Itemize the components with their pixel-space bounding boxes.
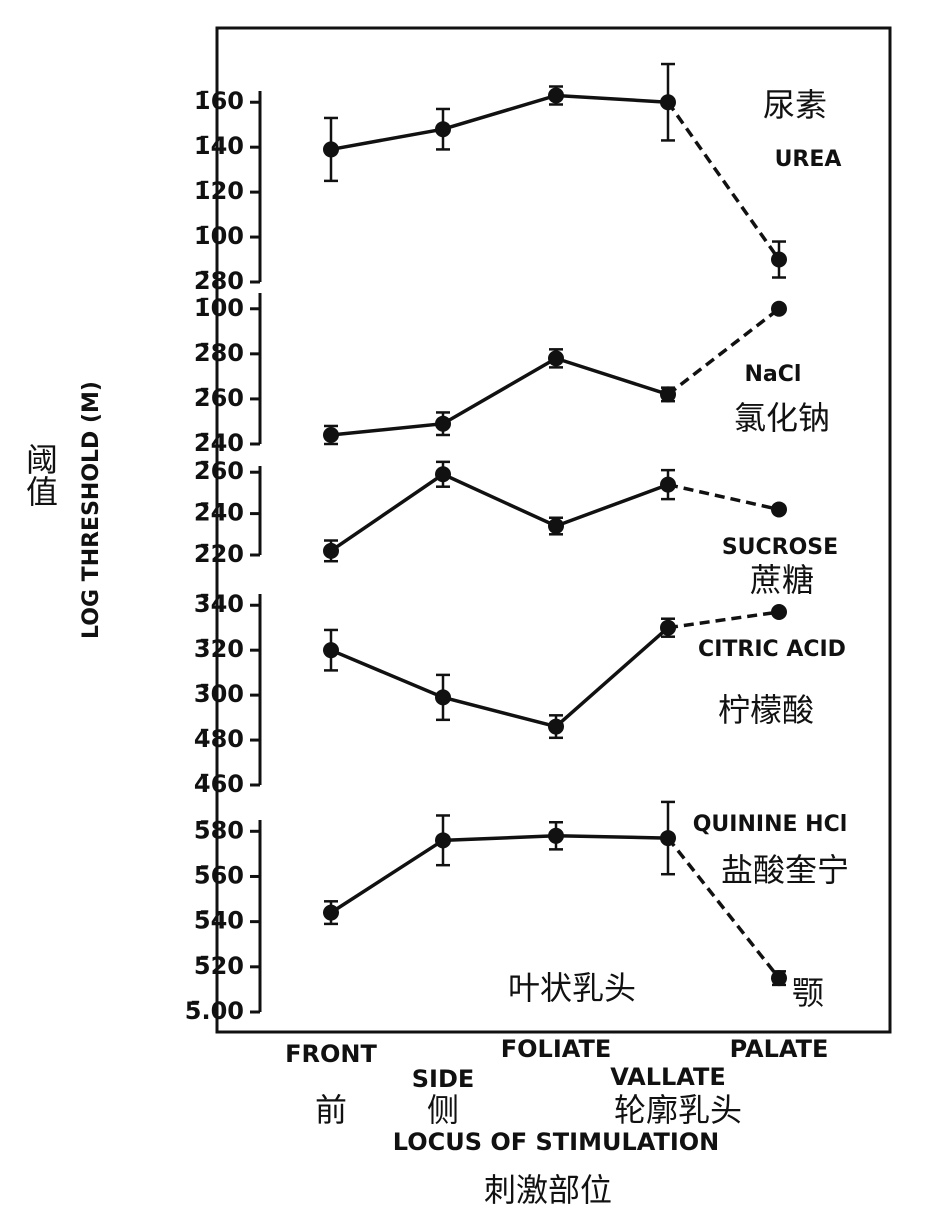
point [660, 94, 676, 111]
x-tick-label-zh: 侧 [427, 1091, 459, 1129]
point [771, 970, 787, 987]
point [660, 386, 676, 403]
point [548, 350, 564, 367]
y-tick-label: 5̄40 [194, 907, 244, 935]
series-label-zh: 盐酸奎宁 [721, 851, 849, 889]
y-tick-label: 2̄40 [194, 499, 244, 527]
y-tick-label: 2̄60 [194, 457, 244, 485]
y-axis-label: LOG THRESHOLD (M) [79, 381, 104, 639]
y-tick-label: 5̄60 [194, 861, 244, 889]
point [435, 466, 451, 483]
point [771, 300, 787, 317]
y-tick-label: 2̄60 [194, 384, 244, 412]
point [771, 501, 787, 518]
x-tick-label: SIDE [412, 1065, 475, 1093]
y-tick-label: 5̄80 [194, 816, 244, 844]
series-line-dashed [666, 101, 781, 261]
y-tick-label: 1̄00 [194, 294, 244, 322]
y-tick-label: 1̄00 [194, 222, 244, 250]
point [771, 251, 787, 268]
y-tick-label: 2̄20 [194, 540, 244, 568]
point [435, 121, 451, 138]
y-tick-label: 1̄60 [194, 87, 244, 115]
plot-frame [215, 26, 892, 1034]
y-tick-label: 2̄40 [194, 429, 244, 457]
series-label: NaCl [745, 362, 802, 387]
series-line-dashed [666, 836, 781, 980]
point [323, 426, 339, 443]
point [660, 476, 676, 493]
point [323, 642, 339, 659]
series-line [330, 356, 669, 437]
series-label: QUININE HCl [693, 812, 848, 837]
series-label-zh: 氯化钠 [734, 399, 830, 437]
y-tick-label: 3̄40 [194, 590, 244, 618]
series-label-zh: 尿素 [763, 86, 827, 124]
y-tick-label: 1̄40 [194, 132, 244, 160]
series-line [330, 834, 669, 915]
point [323, 904, 339, 921]
y-tick-label: 5̄.00 [185, 997, 244, 1025]
x-tick-label-zh: 前 [315, 1091, 347, 1129]
y-tick-label: 1̄20 [194, 177, 244, 205]
series-label-zh: 蔗糖 [750, 561, 814, 599]
point [435, 415, 451, 432]
series-label: UREA [775, 147, 842, 172]
point [548, 827, 564, 844]
series-line [330, 472, 669, 553]
series-line [330, 93, 669, 152]
x-tick-label-zh: 叶状乳头 [508, 969, 636, 1007]
point [435, 689, 451, 706]
point [548, 718, 564, 735]
y-tick-label: 2̄80 [194, 339, 244, 367]
x-tick-label: FOLIATE [501, 1035, 612, 1063]
x-axis-label-zh: 刺激部位 [484, 1171, 612, 1209]
series-label-zh: 柠檬酸 [718, 691, 814, 729]
series-line-dashed [667, 610, 780, 630]
x-tick-label: FRONT [285, 1040, 377, 1068]
point [323, 542, 339, 559]
point [548, 87, 564, 104]
x-tick-label-zh: 轮廓乳头 [614, 1091, 742, 1129]
point [771, 603, 787, 620]
point [435, 832, 451, 849]
y-tick-label: 5̄20 [194, 952, 244, 980]
series-line-dashed [666, 307, 781, 396]
y-tick-label: 3̄00 [194, 680, 244, 708]
y-tick-label: 4̄60 [194, 770, 244, 798]
point [548, 518, 564, 535]
series-line-dashed [667, 482, 780, 512]
y-axis-label-zh: 阈值 [21, 443, 59, 507]
x-axis-label: LOCUS OF STIMULATION [393, 1128, 719, 1156]
x-tick-label: VALLATE [610, 1063, 726, 1091]
x-tick-label: PALATE [730, 1035, 829, 1063]
series-label: SUCROSE [722, 535, 838, 560]
y-tick-label: 4̄80 [194, 725, 244, 753]
point [660, 619, 676, 636]
y-tick-label: 3̄20 [194, 635, 244, 663]
point [660, 830, 676, 847]
point [323, 141, 339, 158]
series-label: CITRIC ACID [698, 637, 846, 662]
x-tick-label-zh: 颚 [792, 974, 824, 1012]
series-line [330, 626, 670, 729]
y-tick-label: 2̄80 [194, 267, 244, 295]
